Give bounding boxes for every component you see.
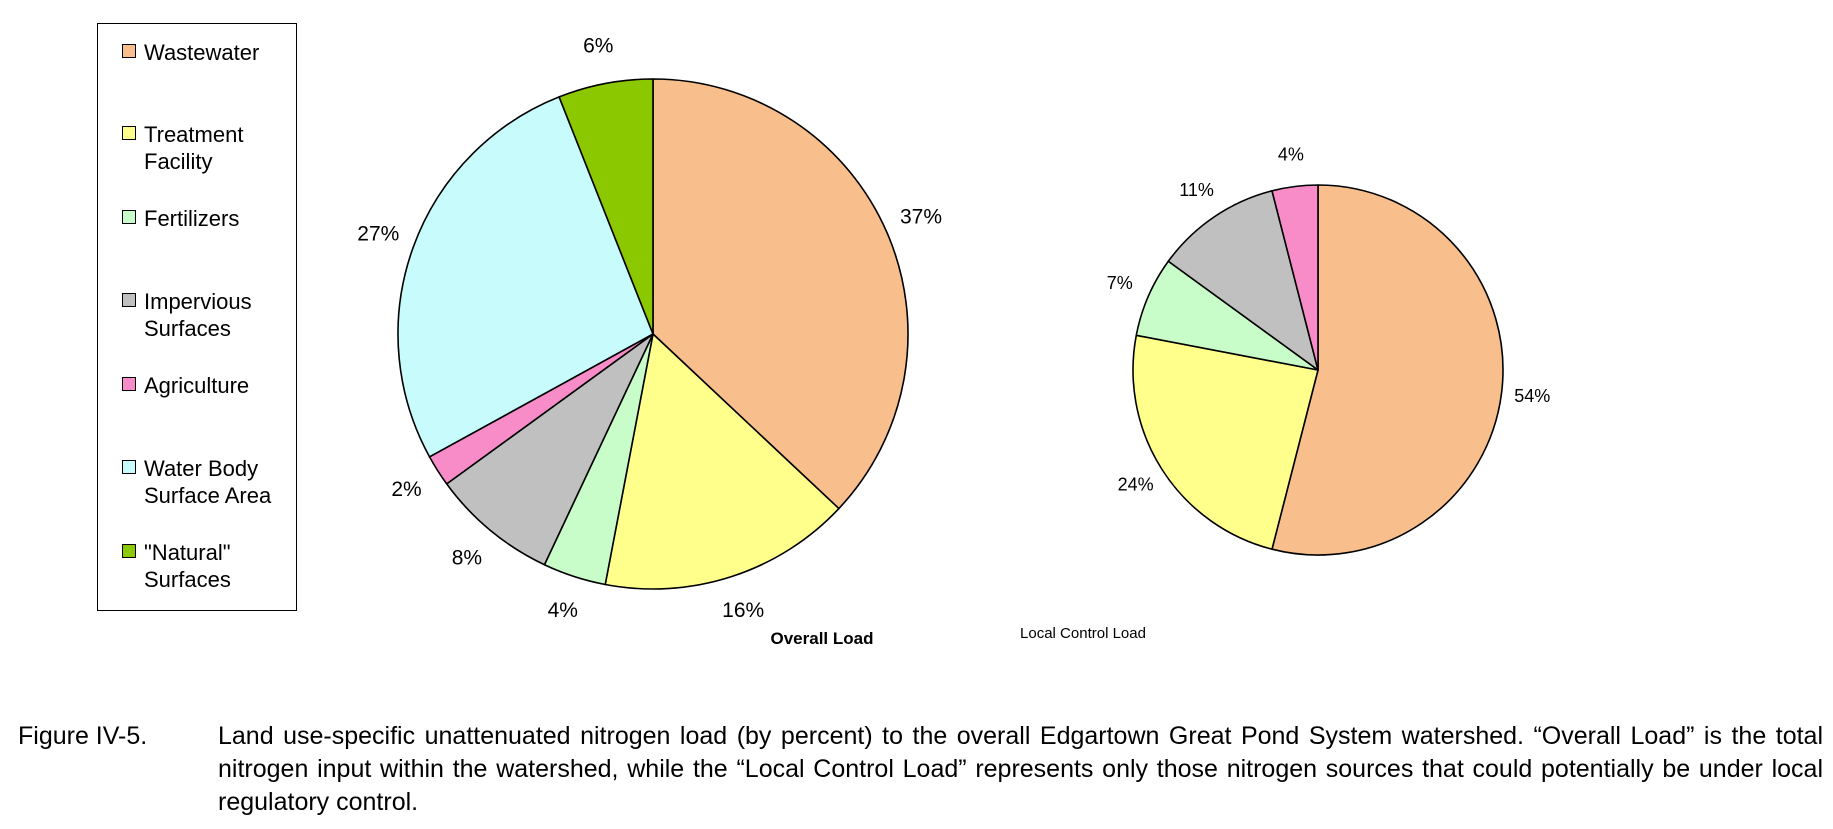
legend-label-wastewater: Wastewater xyxy=(144,40,260,65)
legend-swatch-treatment-facility xyxy=(122,126,136,140)
local-control-load-slice-agriculture xyxy=(1271,184,1319,371)
overall-load-data-label-water-body-surface-area: 27% xyxy=(357,223,399,246)
legend-label-water-body-surface-area: Water Body Surface Area xyxy=(144,456,272,508)
overall-load-slice-impervious-surfaces xyxy=(445,333,654,566)
overall-load-data-label-natural-surfaces: 6% xyxy=(583,35,613,58)
legend-item-treatment-facility: Treatment Facility xyxy=(122,121,284,175)
overall-load-data-label-treatment-facility: 16% xyxy=(722,599,764,622)
local-control-load-data-label-impervious-surfaces: 11% xyxy=(1179,180,1214,200)
overall-load-data-label-impervious-surfaces: 8% xyxy=(452,547,482,570)
overall-load-slice-water-body-surface-area xyxy=(397,96,654,458)
local-control-load-slice-impervious-surfaces xyxy=(1167,190,1319,371)
local-control-load-data-label-treatment-facility: 24% xyxy=(1118,474,1154,494)
chart-legend: Wastewater Treatment Facility Fertilizer… xyxy=(97,23,297,611)
legend-label-natural-surfaces: "Natural" Surfaces xyxy=(144,540,231,592)
legend-item-agriculture: Agriculture xyxy=(122,372,284,399)
overall-load-data-label-wastewater: 37% xyxy=(900,206,942,229)
overall-load-slice-natural-surfaces xyxy=(558,78,654,335)
legend-item-natural-surfaces: "Natural" Surfaces xyxy=(122,539,284,593)
local-control-load-data-label-wastewater: 54% xyxy=(1514,386,1550,406)
legend-label-fertilizers: Fertilizers xyxy=(144,206,240,231)
legend-label-impervious-surfaces: Impervious Surfaces xyxy=(144,289,252,341)
local-control-load-slice-treatment-facility xyxy=(1132,334,1319,550)
legend-label-treatment-facility: Treatment Facility xyxy=(144,122,244,174)
figure-caption-number: Figure IV-5. xyxy=(18,722,148,750)
local-control-load-data-label-agriculture: 4% xyxy=(1278,144,1304,164)
legend-swatch-fertilizers xyxy=(122,210,136,224)
pie-chart-local-control-load: 54% 24% 7% 11% 4% xyxy=(1107,144,1550,556)
legend-item-impervious-surfaces: Impervious Surfaces xyxy=(122,288,284,342)
chart-title-overall-load: Overall Load xyxy=(771,629,874,648)
legend-item-wastewater: Wastewater xyxy=(122,39,284,66)
legend-swatch-wastewater xyxy=(122,44,136,58)
legend-swatch-natural-surfaces xyxy=(122,544,136,558)
overall-load-data-label-fertilizers: 4% xyxy=(548,599,578,622)
legend-label-agriculture: Agriculture xyxy=(144,373,250,398)
local-control-load-data-label-fertilizers: 7% xyxy=(1107,273,1133,293)
local-control-load-slice-wastewater xyxy=(1271,184,1504,556)
overall-load-data-label-agriculture: 2% xyxy=(391,478,421,501)
pie-chart-overall-load: 37% 16% 4% 8% 2% 27% 6% xyxy=(357,35,942,623)
overall-load-slice-wastewater xyxy=(652,78,909,510)
chart-title-local-control-load: Local Control Load xyxy=(1020,625,1146,642)
legend-swatch-agriculture xyxy=(122,377,136,391)
legend-swatch-water-body-surface-area xyxy=(122,460,136,474)
legend-item-water-body-surface-area: Water Body Surface Area xyxy=(122,455,284,509)
overall-load-slice-treatment-facility xyxy=(604,333,840,590)
legend-swatch-impervious-surfaces xyxy=(122,293,136,307)
legend-item-fertilizers: Fertilizers xyxy=(122,205,284,232)
figure-caption-text: Land use-specific unattenuated nitrogen … xyxy=(218,722,1823,816)
